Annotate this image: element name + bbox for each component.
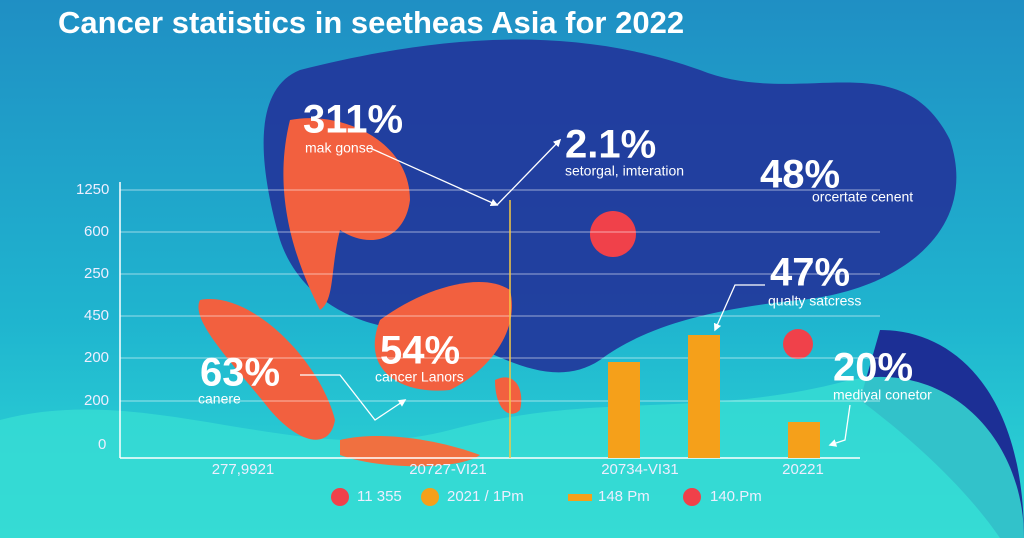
legend-swatch	[568, 494, 592, 501]
callout-label: qualty satcress	[768, 293, 861, 309]
legend: 11 355 2021 / 1Pm 148 Pm 140.Pm	[331, 488, 762, 506]
pointer	[496, 138, 562, 206]
landmass	[283, 118, 410, 310]
bar	[608, 362, 640, 458]
dot	[590, 211, 636, 257]
x-label: 20221	[782, 461, 824, 478]
callout-value: 47%	[770, 251, 850, 295]
bar	[688, 335, 720, 458]
pointer	[828, 404, 851, 447]
legend-swatch	[421, 488, 439, 506]
y-label: 250	[84, 265, 109, 282]
legend-label: 11 355	[357, 488, 402, 505]
landmass	[374, 281, 512, 391]
pointer	[300, 374, 407, 421]
callout-label: orcertate cenent	[812, 189, 913, 205]
callout-value: 54%	[380, 329, 460, 373]
y-label: 600	[84, 223, 109, 240]
dot	[783, 329, 813, 359]
title: Cancer statistics in seetheas Asia for 2…	[58, 5, 684, 40]
y-label: 1250	[76, 181, 109, 198]
pointer	[713, 284, 765, 332]
callout-value: 63%	[200, 351, 280, 395]
callouts: 311% mak gonse 2.1% setorgal, imteration…	[198, 98, 932, 407]
pointers	[300, 138, 851, 447]
callout-value: 20%	[833, 346, 913, 390]
callout-value: 311%	[303, 98, 403, 142]
pointer	[369, 147, 499, 207]
x-label: 277,9921	[212, 461, 275, 478]
y-label: 200	[84, 349, 109, 366]
grid	[119, 182, 880, 459]
legend-label: 140.Pm	[710, 488, 762, 505]
y-label: 0	[98, 436, 106, 453]
x-label: 20734-VI31	[601, 461, 679, 478]
callout-label: setorgal, imteration	[565, 163, 684, 179]
y-label: 200	[84, 392, 109, 409]
callout-label: canere	[198, 391, 241, 407]
callout-value: 2.1%	[565, 123, 656, 167]
bar	[788, 422, 820, 458]
legend-swatch	[331, 488, 349, 506]
y-labels: 1250 600 250 450 200 200 0	[76, 181, 109, 453]
landmass	[198, 299, 335, 440]
callout-label: cancer Lanors	[375, 369, 464, 385]
y-label: 450	[84, 307, 109, 324]
legend-label: 148 Pm	[598, 488, 650, 505]
legend-label: 2021 / 1Pm	[447, 488, 524, 505]
map-blob	[263, 39, 957, 373]
callout-label: mak gonse	[305, 140, 374, 156]
landmass	[495, 377, 522, 414]
x-labels: 277,9921 20727-VI21 20734-VI31 20221	[212, 461, 824, 478]
x-label: 20727-VI21	[409, 461, 487, 478]
callout-label: mediyal conetor	[833, 387, 932, 403]
callout-value: 48%	[760, 153, 840, 197]
legend-swatch	[683, 488, 701, 506]
